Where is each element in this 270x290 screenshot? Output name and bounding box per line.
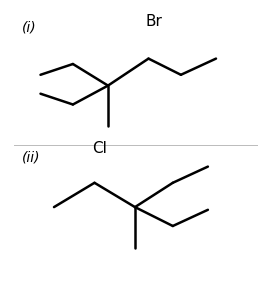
FancyBboxPatch shape [0, 5, 270, 285]
Text: Cl: Cl [92, 141, 107, 156]
Text: (ii): (ii) [22, 151, 40, 164]
Text: (i): (i) [22, 21, 36, 35]
Text: Br: Br [146, 14, 162, 29]
